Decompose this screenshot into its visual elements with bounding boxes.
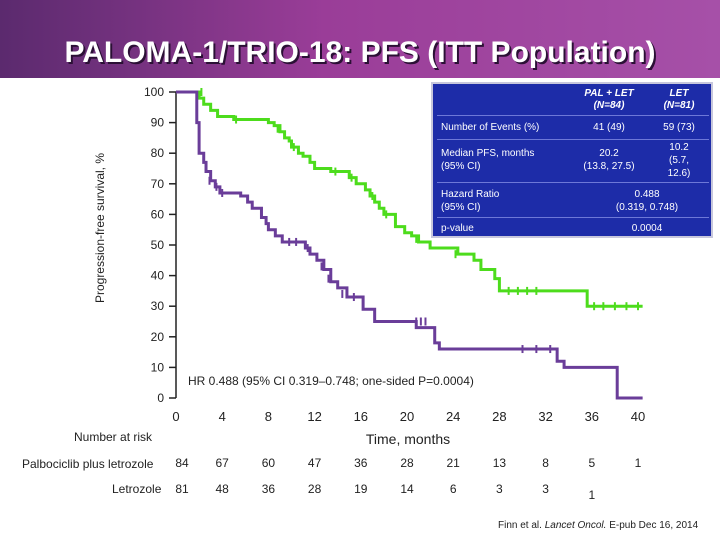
y-tick-label: 30	[151, 299, 165, 313]
risk-cell: 6	[449, 482, 457, 496]
median-let: 10.2	[669, 142, 689, 153]
x-tick-label: 40	[631, 409, 645, 424]
x-tick-label: 12	[307, 409, 321, 424]
y-ticks: 0 10 20 30 40 50 60 70 80 90 100	[144, 85, 176, 405]
median-let-ci-a: (5.7,	[668, 155, 689, 166]
median-pal: 20.2	[599, 148, 619, 159]
risk-cell: 28	[400, 456, 414, 470]
median-pal-ci: (13.8, 27.5)	[583, 161, 635, 172]
y-tick-label: 20	[151, 330, 165, 344]
risk-cell: 48	[215, 482, 229, 496]
y-axis-label: Progression-free survival, %	[93, 153, 107, 303]
risk-cell: 3	[496, 482, 503, 496]
risk-cell: 36	[261, 482, 276, 496]
risk-cell: 5	[588, 456, 596, 470]
hazard-ratio-annotation: HR 0.488 (95% CI 0.319–0.748; one-sided …	[188, 374, 474, 388]
citation: Finn et al. Lancet Oncol. E-pub Dec 16, …	[498, 520, 698, 531]
x-axis-label: Time, months	[366, 431, 450, 447]
citation-authors: Finn et al.	[498, 520, 542, 531]
col-header-pal: PAL + LET	[584, 88, 634, 99]
y-tick-label: 50	[151, 238, 165, 252]
y-tick-label: 10	[151, 360, 165, 374]
row-label-median-ci: (95% CI)	[441, 161, 481, 172]
x-tick-label: 4	[219, 409, 226, 424]
hr-value: 0.488	[634, 189, 660, 200]
x-ticks: 0 4 8 12 16 20 24 28 32 36 40 Time, months	[172, 409, 645, 447]
table-rule	[437, 182, 709, 183]
x-tick-label: 0	[172, 409, 179, 424]
risk-cell: 60	[261, 456, 276, 470]
median-let-ci-b: 12.6)	[667, 168, 691, 179]
risk-cell: 3	[542, 482, 549, 496]
table-rule	[437, 139, 709, 140]
pvalue: 0.0004	[631, 223, 663, 234]
x-tick-label: 36	[585, 409, 599, 424]
risk-cell: 13	[492, 456, 507, 470]
x-tick-label: 16	[354, 409, 368, 424]
table-rule	[437, 217, 709, 218]
citation-journal: Lancet Oncol.	[544, 520, 607, 531]
row-label-pvalue: p-value	[441, 223, 474, 234]
risk-cell: 14	[400, 482, 414, 496]
risk-cell: 67	[215, 456, 229, 470]
series-line-palbociclib	[176, 90, 643, 308]
annotation-group: HR 0.488 (95% CI 0.319–0.748; one-sided …	[188, 374, 474, 388]
risk-row-label-pal: Palbociclib plus letrozole	[22, 457, 154, 471]
x-tick-label: 8	[265, 409, 272, 424]
risk-cell: 1	[634, 456, 642, 470]
col-header-let: LET	[669, 88, 689, 99]
col-header-pal-n: (N=84)	[593, 100, 625, 111]
risk-table-header: Number at risk	[74, 430, 153, 444]
row-label-median: Median PFS, months	[441, 148, 535, 159]
risk-cell: 81	[175, 482, 189, 496]
risk-cell: 28	[307, 482, 322, 496]
page-title-shadow: PALOMA-1/TRIO-18: PFS (ITT Population)	[66, 38, 658, 71]
row-label-hr: Hazard Ratio	[441, 189, 500, 200]
events-let: 59 (73)	[663, 122, 695, 133]
risk-cell: 84	[175, 456, 189, 470]
risk-cell: 47	[307, 456, 322, 470]
x-tick-label: 20	[400, 409, 414, 424]
risk-cell: 36	[354, 456, 368, 470]
y-tick-label: 100	[144, 85, 164, 99]
y-tick-label: 90	[151, 116, 165, 130]
risk-cell: 19	[354, 482, 368, 496]
y-tick-label: 70	[151, 177, 165, 191]
risk-cell: 21	[446, 456, 460, 470]
banner-divider	[0, 78, 720, 82]
hr-ci: (0.319, 0.748)	[615, 202, 679, 213]
row-label-events: Number of Events (%)	[441, 122, 540, 133]
y-axis-label-group: Progression-free survival, %	[93, 153, 107, 303]
y-tick-label: 60	[151, 207, 165, 221]
y-tick-label: 0	[157, 391, 164, 405]
x-tick-label: 28	[492, 409, 506, 424]
series-lines	[176, 90, 643, 400]
citation-date: E-pub Dec 16, 2014	[609, 520, 699, 531]
risk-row-label-let: Letrozole	[112, 482, 162, 496]
title-banner	[0, 0, 720, 80]
row-label-hr-ci: (95% CI)	[441, 202, 481, 213]
table-rule	[437, 115, 709, 116]
page-title: PALOMA-1/TRIO-18: PFS (ITT Population)	[64, 36, 656, 69]
col-header-let-n: (N=81)	[663, 100, 695, 111]
censor-marks	[200, 88, 639, 354]
risk-cell: 1	[588, 488, 596, 502]
y-tick-label: 40	[151, 269, 165, 283]
risk-cell: 8	[542, 456, 549, 470]
x-tick-label: 32	[538, 409, 552, 424]
series-line-letrozole	[176, 90, 643, 400]
events-pal: 41 (49)	[593, 122, 625, 133]
x-tick-label: 24	[446, 409, 460, 424]
y-tick-label: 80	[151, 146, 165, 160]
stats-table: PAL + LET (N=84) LET (N=81) Number of Ev…	[431, 82, 713, 238]
